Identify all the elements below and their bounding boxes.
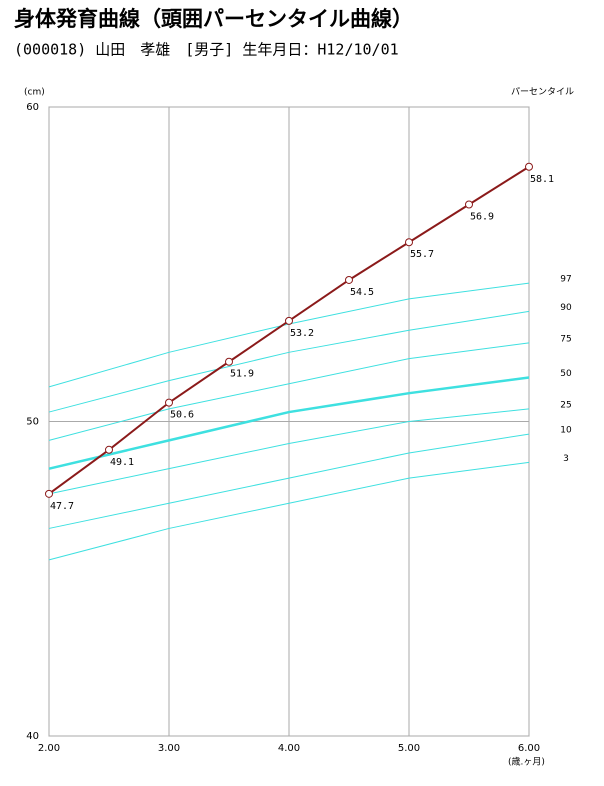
x-tick-label: 4.00 — [278, 743, 300, 754]
data-point — [45, 489, 53, 498]
data-point — [225, 357, 233, 366]
data-point — [345, 275, 353, 284]
y-tick-label: 50 — [26, 417, 39, 428]
y-tick-label: 60 — [26, 102, 39, 113]
x-tick-label: 2.00 — [38, 743, 60, 754]
value-label: 56.9 — [470, 211, 494, 222]
percentile-curve — [48, 461, 530, 561]
value-label: 51.9 — [230, 369, 254, 380]
percentile-name: 25 — [560, 400, 571, 410]
data-point — [165, 398, 173, 407]
percentile-label: パーセンタイル — [511, 87, 574, 98]
x-tick-label: 6.00 — [518, 743, 540, 754]
value-label: 47.7 — [50, 501, 74, 512]
percentile-name: 97 — [560, 275, 571, 285]
percentile-name: 3 — [563, 454, 569, 464]
data-point — [105, 445, 113, 454]
percentile-name: 50 — [560, 369, 572, 379]
percentile-name: 75 — [560, 334, 571, 344]
percentile-curve — [48, 433, 530, 529]
percentile-curve — [48, 376, 530, 470]
chart-subtitle: (000018) 山田 孝雄 [男子] 生年月日：H12/10/01 — [14, 41, 399, 59]
y-tick-label: 40 — [26, 731, 39, 742]
value-label: 53.2 — [290, 328, 314, 339]
data-point — [285, 316, 293, 325]
value-label: 54.5 — [350, 287, 374, 298]
value-label: 55.7 — [410, 249, 434, 260]
data-point — [405, 238, 413, 247]
data-point — [525, 162, 533, 171]
percentile-curve — [48, 342, 530, 441]
percentile-curve — [48, 408, 530, 495]
value-label: 50.6 — [170, 410, 194, 421]
x-tick-label: 3.00 — [158, 743, 180, 754]
percentile-name: 10 — [560, 426, 572, 436]
x-tick-label: 5.00 — [398, 743, 420, 754]
value-label: 58.1 — [530, 174, 554, 185]
y-axis-label: (cm) — [24, 88, 45, 98]
percentile-name: 90 — [560, 303, 572, 313]
x-axis-label: (歳.ヶ月) — [508, 756, 545, 768]
chart-title: 身体発育曲線（頭囲パーセンタイル曲線） — [14, 7, 413, 31]
value-label: 49.1 — [110, 457, 134, 468]
percentile-curve — [48, 310, 530, 413]
data-point — [465, 200, 473, 209]
